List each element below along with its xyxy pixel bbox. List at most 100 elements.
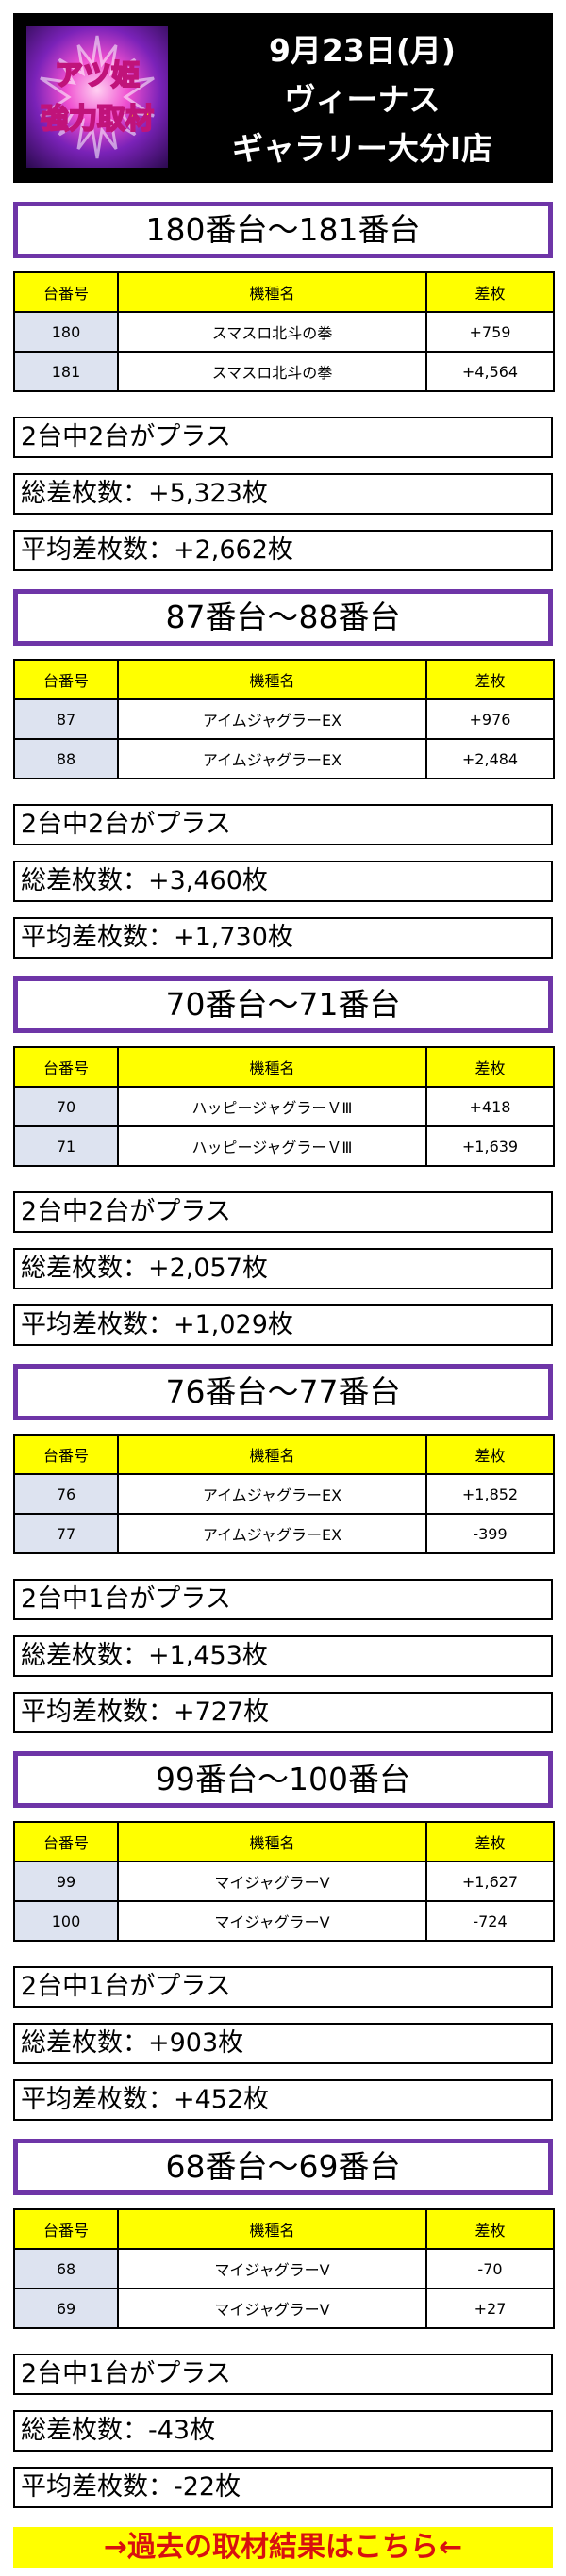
coin-diff: +4,564 (425, 351, 555, 392)
column-header-number: 台番号 (13, 1821, 119, 1862)
plus-count-summary: 2台中2台がプラス (13, 804, 553, 845)
machine-number: 88 (13, 738, 119, 779)
coin-diff: -399 (425, 1513, 555, 1554)
coin-diff: +1,639 (425, 1125, 555, 1167)
table-row: 77 アイムジャグラーEX -399 (13, 1513, 555, 1554)
table-row: 68 マイジャグラーV -70 (13, 2248, 555, 2289)
machine-name: アイムジャグラーEX (117, 1513, 427, 1554)
logo: アツ姫 強力取材 (26, 26, 168, 168)
machine-name: マイジャグラーV (117, 2288, 427, 2329)
machine-number: 180 (13, 311, 119, 353)
coin-diff: -724 (425, 1900, 555, 1942)
header-info: 9月23日(月) ヴィーナス ギャラリー大分Ⅰ店 (183, 26, 541, 173)
results-table: 台番号 機種名 差枚 68 マイジャグラーV -70 69 マイジャグラーV +… (13, 2208, 555, 2329)
machine-number: 99 (13, 1861, 119, 1902)
table-row: 76 アイムジャグラーEX +1,852 (13, 1473, 555, 1515)
column-header-machine: 機種名 (117, 1046, 427, 1088)
column-header-number: 台番号 (13, 1434, 119, 1475)
table-row: 87 アイムジャグラーEX +976 (13, 698, 555, 740)
results-table: 台番号 機種名 差枚 180 スマスロ北斗の拳 +759 181 スマスロ北斗の… (13, 271, 555, 392)
total-diff-summary: 総差枚数：+3,460枚 (13, 861, 553, 902)
table-header-row: 台番号 機種名 差枚 (13, 271, 555, 313)
average-diff-summary: 平均差枚数：+1,029枚 (13, 1304, 553, 1346)
table-row: 71 ハッピージャグラーＶⅢ +1,639 (13, 1125, 555, 1167)
plus-count-summary: 2台中1台がプラス (13, 2354, 553, 2395)
past-results-link[interactable]: →過去の取材結果はこちら← (13, 2527, 553, 2568)
machine-number: 70 (13, 1086, 119, 1127)
machine-number: 77 (13, 1513, 119, 1554)
table-row: 99 マイジャグラーV +1,627 (13, 1861, 555, 1902)
results-table: 台番号 機種名 差枚 87 アイムジャグラーEX +976 88 アイムジャグラ… (13, 659, 555, 779)
machine-number: 100 (13, 1900, 119, 1942)
section-title: 70番台～71番台 (13, 976, 553, 1033)
svg-text:アツ姫: アツ姫 (55, 59, 140, 92)
page-header: アツ姫 強力取材 9月23日(月) ヴィーナス ギャラリー大分Ⅰ店 (13, 13, 553, 183)
total-diff-summary: 総差枚数：+903枚 (13, 2023, 553, 2064)
machine-name: アイムジャグラーEX (117, 1473, 427, 1515)
machine-name: スマスロ北斗の拳 (117, 351, 427, 392)
column-header-diff: 差枚 (425, 1434, 555, 1475)
event-date: 9月23日(月) (268, 32, 457, 69)
table-header-row: 台番号 機種名 差枚 (13, 2208, 555, 2250)
machine-name: ハッピージャグラーＶⅢ (117, 1125, 427, 1167)
column-header-number: 台番号 (13, 659, 119, 700)
coin-diff: +2,484 (425, 738, 555, 779)
coin-diff: +27 (425, 2288, 555, 2329)
average-diff-summary: 平均差枚数：+1,730枚 (13, 917, 553, 959)
column-header-machine: 機種名 (117, 659, 427, 700)
average-diff-summary: 平均差枚数：+452枚 (13, 2079, 553, 2121)
column-header-diff: 差枚 (425, 659, 555, 700)
results-table: 台番号 機種名 差枚 99 マイジャグラーV +1,627 100 マイジャグラ… (13, 1821, 555, 1942)
total-diff-summary: 総差枚数：+1,453枚 (13, 1635, 553, 1677)
machine-name: アイムジャグラーEX (117, 698, 427, 740)
column-header-diff: 差枚 (425, 271, 555, 313)
plus-count-summary: 2台中1台がプラス (13, 1966, 553, 2008)
column-header-number: 台番号 (13, 271, 119, 313)
section-title: 76番台～77番台 (13, 1364, 553, 1420)
table-row: 70 ハッピージャグラーＶⅢ +418 (13, 1086, 555, 1127)
machine-number: 181 (13, 351, 119, 392)
section-title: 87番台～88番台 (13, 589, 553, 646)
column-header-diff: 差枚 (425, 1821, 555, 1862)
plus-count-summary: 2台中1台がプラス (13, 1579, 553, 1620)
coin-diff: +1,852 (425, 1473, 555, 1515)
machine-name: スマスロ北斗の拳 (117, 311, 427, 353)
column-header-machine: 機種名 (117, 2208, 427, 2250)
coin-diff: +418 (425, 1086, 555, 1127)
column-header-diff: 差枚 (425, 2208, 555, 2250)
total-diff-summary: 総差枚数：-43枚 (13, 2410, 553, 2452)
machine-name: マイジャグラーV (117, 2248, 427, 2289)
table-row: 180 スマスロ北斗の拳 +759 (13, 311, 555, 353)
table-header-row: 台番号 機種名 差枚 (13, 1046, 555, 1088)
machine-number: 69 (13, 2288, 119, 2329)
table-row: 181 スマスロ北斗の拳 +4,564 (13, 351, 555, 392)
table-header-row: 台番号 機種名 差枚 (13, 1821, 555, 1862)
store-name-line1: ヴィーナス (284, 81, 441, 118)
machine-number: 87 (13, 698, 119, 740)
machine-number: 71 (13, 1125, 119, 1167)
plus-count-summary: 2台中2台がプラス (13, 1191, 553, 1233)
column-header-number: 台番号 (13, 2208, 119, 2250)
column-header-machine: 機種名 (117, 1434, 427, 1475)
section-title: 99番台～100番台 (13, 1751, 553, 1808)
plus-count-summary: 2台中2台がプラス (13, 417, 553, 458)
section-title: 68番台～69番台 (13, 2139, 553, 2195)
section-title: 180番台～181番台 (13, 202, 553, 258)
average-diff-summary: 平均差枚数：+727枚 (13, 1692, 553, 1733)
total-diff-summary: 総差枚数：+5,323枚 (13, 473, 553, 515)
average-diff-summary: 平均差枚数：-22枚 (13, 2467, 553, 2508)
table-row: 69 マイジャグラーV +27 (13, 2288, 555, 2329)
machine-name: マイジャグラーV (117, 1900, 427, 1942)
column-header-diff: 差枚 (425, 1046, 555, 1088)
table-row: 100 マイジャグラーV -724 (13, 1900, 555, 1942)
machine-name: ハッピージャグラーＶⅢ (117, 1086, 427, 1127)
table-header-row: 台番号 機種名 差枚 (13, 659, 555, 700)
table-row: 88 アイムジャグラーEX +2,484 (13, 738, 555, 779)
coin-diff: +976 (425, 698, 555, 740)
coin-diff: -70 (425, 2248, 555, 2289)
coin-diff: +759 (425, 311, 555, 353)
machine-name: アイムジャグラーEX (117, 738, 427, 779)
machine-number: 68 (13, 2248, 119, 2289)
table-header-row: 台番号 機種名 差枚 (13, 1434, 555, 1475)
results-table: 台番号 機種名 差枚 70 ハッピージャグラーＶⅢ +418 71 ハッピージャ… (13, 1046, 555, 1167)
